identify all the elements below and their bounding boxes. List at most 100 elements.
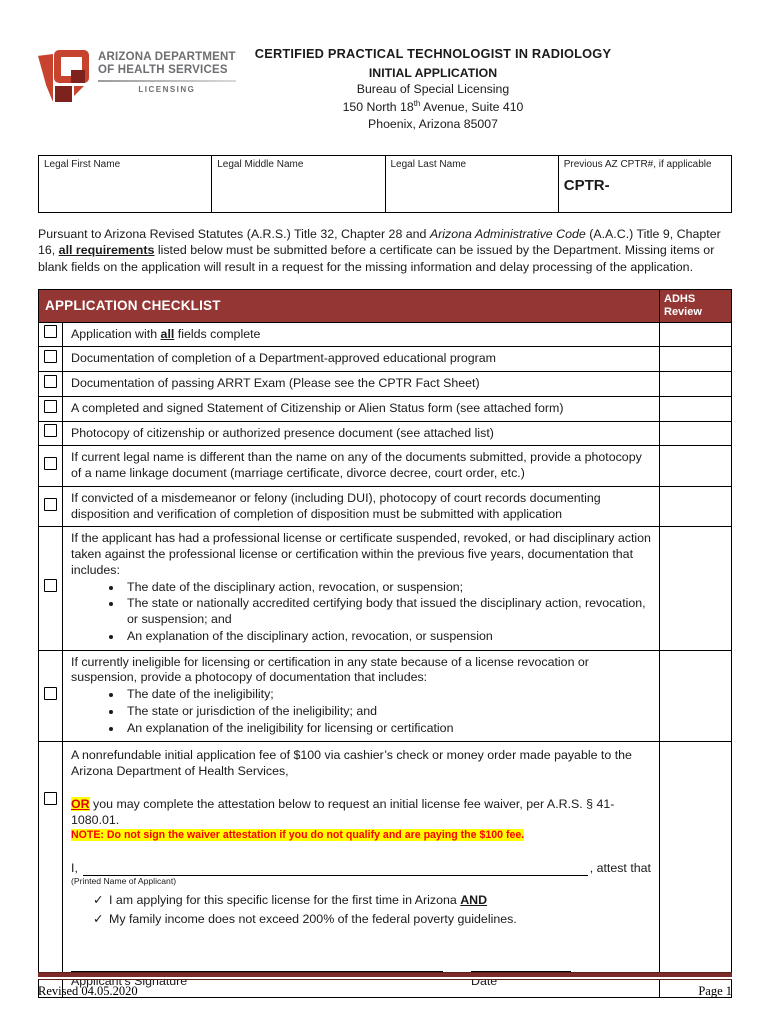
checklist-row-citizenship-form: A completed and signed Statement of Citi… (38, 395, 732, 422)
logo-separator (98, 80, 236, 83)
adhs-review-header: ADHS Review (659, 289, 732, 323)
legal-middle-name-label: Legal Middle Name (217, 159, 304, 171)
checklist-row-name-linkage: If current legal name is different than … (38, 445, 732, 487)
adhs-review-cell (659, 485, 732, 528)
checkbox-fee-or-waiver[interactable] (44, 792, 57, 806)
waiver-paragraph: OR you may complete the attestation belo… (71, 796, 615, 827)
bullet-item: An explanation of the disciplinary actio… (123, 629, 651, 645)
italic-statute-name: Arizona Administrative Code (429, 227, 586, 242)
printed-name-caption: (Printed Name of Applicant) (71, 875, 177, 886)
checklist-item-text: Photocopy of citizenship or authorized p… (62, 420, 660, 447)
signature-row (71, 957, 651, 973)
all-requirements-emphasis: all requirements (58, 243, 155, 258)
attestation-item-income: ✓ My family income does not exceed 200% o… (93, 912, 517, 927)
bullet-item: The state or jurisdiction of the ineligi… (123, 704, 651, 720)
address-line-3: Phoenix, Arizona 85007 (368, 117, 498, 132)
bullet-item: The date of the disciplinary action, rev… (123, 580, 651, 596)
legal-first-name-label: Legal First Name (44, 159, 121, 171)
disciplinary-bullet-list: The date of the disciplinary action, rev… (71, 580, 651, 645)
footer-rule (38, 972, 732, 973)
bullet-item: The date of the ineligibility; (123, 687, 651, 703)
previous-cptr-field[interactable]: Previous AZ CPTR#, if applicable CPTR- (557, 155, 733, 214)
checklist-item-text: If convicted of a misdemeanor or felony … (62, 485, 660, 528)
checklist-item-text: Application with all fields complete (62, 321, 660, 348)
checklist-item-text: If current legal name is different than … (62, 445, 660, 487)
checkbox-educational-program[interactable] (44, 350, 57, 364)
revised-date: Revised 04.05.2020 (38, 984, 138, 998)
page-title: CERTIFIED PRACTICAL TECHNOLOGIST IN RADI… (254, 46, 612, 61)
page-number: Page 1 (698, 984, 732, 998)
checkbox-arrt-exam[interactable] (44, 374, 57, 388)
title-block: CERTIFIED PRACTICAL TECHNOLOGIST IN RADI… (230, 46, 732, 132)
name-fields-table: Legal First Name Legal Middle Name Legal… (37, 155, 733, 214)
checkbox-application-complete[interactable] (44, 325, 57, 339)
adhs-logo: ARIZONA DEPARTMENT OF HEALTH SERVICES LI… (38, 46, 236, 108)
ineligibility-bullet-list: The date of the ineligibility; The state… (71, 687, 651, 736)
checklist-item-text: A completed and signed Statement of Citi… (62, 395, 660, 422)
legal-last-name-field[interactable]: Legal Last Name (384, 155, 559, 214)
adhs-review-cell (659, 741, 732, 999)
checkmark-icon: ✓ (93, 912, 104, 927)
checklist-row-fee: A nonrefundable initial application fee … (38, 741, 732, 999)
bullet-item: An explanation of the ineligibility for … (123, 721, 651, 737)
logo-division: LICENSING (138, 85, 196, 95)
cptr-prefix: CPTR- (563, 177, 610, 195)
address-line-1: Bureau of Special Licensing (356, 82, 510, 96)
adhs-review-cell (659, 649, 732, 743)
checkbox-ineligibility[interactable] (44, 686, 57, 700)
checklist-row-educational-program: Documentation of completion of a Departm… (38, 346, 732, 372)
checkbox-name-linkage[interactable] (44, 457, 57, 470)
bullet-item: The state or nationally accredited certi… (123, 596, 651, 628)
attestation-line: I, , attest that (71, 860, 651, 876)
waiver-note: NOTE: Do not sign the waiver attestation… (71, 828, 525, 841)
checklist-item-text: Documentation of passing ARRT Exam (Plea… (62, 371, 660, 397)
checkmark-icon: ✓ (93, 893, 104, 908)
fee-cell: A nonrefundable initial application fee … (62, 741, 660, 999)
checklist-title: APPLICATION CHECKLIST (38, 289, 660, 323)
previous-cptr-label: Previous AZ CPTR#, if applicable (563, 159, 712, 171)
checklist-item-text: If currently ineligible for licensing or… (62, 649, 660, 743)
fee-paragraph: A nonrefundable initial application fee … (71, 748, 632, 779)
checklist-item-text: Documentation of completion of a Departm… (62, 346, 660, 372)
adhs-logo-text: ARIZONA DEPARTMENT OF HEALTH SERVICES LI… (98, 48, 236, 108)
checklist-row-arrt-exam: Documentation of passing ARRT Exam (Plea… (38, 371, 732, 397)
adhs-flag-icon (38, 48, 90, 108)
checklist-row-application-complete: Application with all fields complete (38, 321, 732, 348)
checkbox-citizenship-form[interactable] (44, 399, 57, 413)
attestation-items: ✓ I am applying for this specific license… (71, 892, 651, 927)
page-footer: Revised 04.05.2020 Page 1 (38, 972, 732, 999)
date-blank[interactable] (471, 957, 571, 973)
checkbox-disciplinary-action[interactable] (44, 579, 57, 593)
logo-org-line2: OF HEALTH SERVICES (98, 64, 228, 77)
checklist-row-disciplinary-action: If the applicant has had a professional … (38, 526, 732, 651)
page-header: ARIZONA DEPARTMENT OF HEALTH SERVICES LI… (38, 46, 732, 132)
application-checklist-table: APPLICATION CHECKLIST ADHS Review Applic… (38, 289, 732, 999)
adhs-review-cell (659, 420, 732, 447)
adhs-review-cell (659, 321, 732, 348)
checklist-row-citizenship-photocopy: Photocopy of citizenship or authorized p… (38, 420, 732, 447)
adhs-review-cell (659, 395, 732, 422)
adhs-review-cell (659, 526, 732, 651)
page-subtitle: INITIAL APPLICATION (368, 66, 498, 80)
checkbox-court-records[interactable] (44, 497, 57, 511)
checklist-row-ineligibility: If currently ineligible for licensing or… (38, 649, 732, 743)
logo-org-line1: ARIZONA DEPARTMENT (98, 51, 236, 63)
attestation-item-first-time: ✓ I am applying for this specific license… (93, 893, 488, 908)
checklist-header-row: APPLICATION CHECKLIST ADHS Review (38, 289, 732, 323)
legal-middle-name-field[interactable]: Legal Middle Name (211, 155, 386, 214)
ordinal-suffix: th (413, 99, 421, 108)
intro-paragraph: Pursuant to Arizona Revised Statutes (A.… (38, 227, 721, 274)
legal-first-name-field[interactable]: Legal First Name (37, 155, 213, 214)
applicant-signature-blank[interactable] (71, 957, 443, 973)
checklist-item-text: If the applicant has had a professional … (62, 526, 660, 651)
legal-last-name-label: Legal Last Name (390, 159, 467, 171)
address-line-2: 150 North 18th Avenue, Suite 410 (342, 99, 524, 115)
checkbox-citizenship-photocopy[interactable] (44, 424, 57, 438)
adhs-review-cell (659, 371, 732, 397)
checklist-row-court-records: If convicted of a misdemeanor or felony … (38, 485, 732, 528)
or-highlight: OR (71, 796, 90, 811)
adhs-review-cell (659, 445, 732, 487)
printed-name-blank[interactable] (83, 861, 588, 876)
adhs-review-cell (659, 346, 732, 372)
